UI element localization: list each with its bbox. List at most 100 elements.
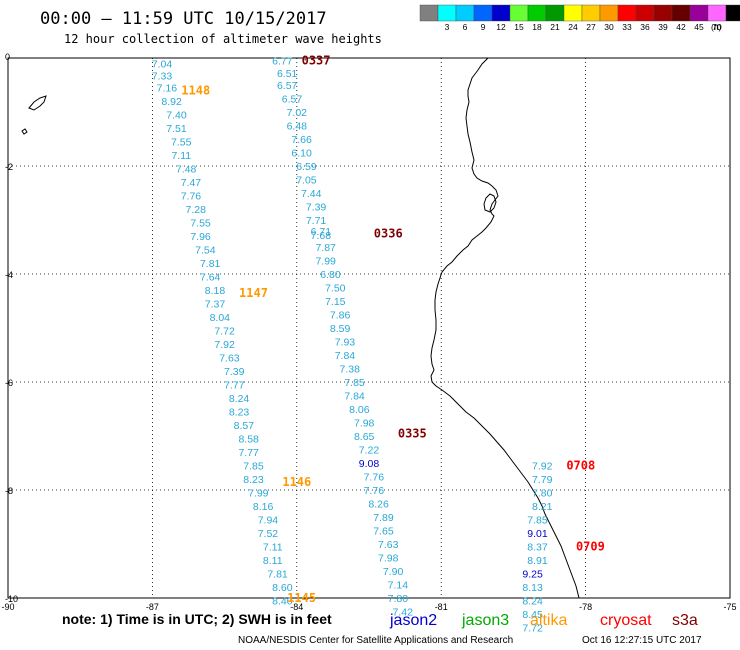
color-scale-label: 27 — [586, 22, 596, 32]
color-scale-swatch — [725, 4, 740, 22]
swh-value: 7.33 — [152, 70, 173, 82]
swh-value: 8.13 — [522, 582, 543, 594]
color-scale-label: 18 — [532, 22, 542, 32]
swh-value: 7.99 — [248, 488, 269, 500]
swh-value: 7.81 — [267, 569, 288, 581]
swh-value: 8.60 — [272, 582, 293, 594]
swh-value: 7.99 — [315, 256, 336, 268]
footer-note: note: 1) Time is in UTC; 2) SWH is in fe… — [62, 611, 332, 627]
swh-value: 8.26 — [368, 499, 389, 511]
color-scale-label: 36 — [640, 22, 650, 32]
swh-value: 7.71 — [306, 215, 327, 227]
swh-value: 9.01 — [527, 528, 548, 540]
color-scale-label: 42 — [676, 22, 686, 32]
color-scale-label: 15 — [514, 22, 524, 32]
color-scale-swatch — [545, 4, 565, 22]
swh-value: 7.42 — [392, 607, 413, 619]
swh-value: 7.77 — [238, 447, 259, 459]
pass-time-labels: 0337 0336 0335 1148 1147 1146 1145 0708 0709 — [181, 54, 605, 605]
swh-value: 7.64 — [200, 272, 221, 284]
swh-value: 8.57 — [234, 420, 255, 432]
swh-value: 7.39 — [224, 366, 245, 378]
color-scale-bar: 3 6 9 12 15 18 21 24 27 30 33 36 39 42 45 70 — [419, 4, 740, 32]
swh-value: 7.48 — [176, 164, 197, 176]
pass-time: 0337 — [302, 54, 331, 68]
color-scale-swatch — [689, 4, 709, 22]
swh-value: 7.39 — [306, 202, 327, 214]
swh-value: 8.37 — [527, 542, 548, 554]
swh-value: 7.51 — [166, 123, 187, 135]
swh-value: 7.92 — [532, 461, 553, 473]
color-scale-label: 12 — [496, 22, 506, 32]
lon-tick-label: -78 — [579, 602, 592, 612]
pass-time: 1148 — [181, 83, 210, 97]
swh-value: 7.16 — [157, 83, 178, 95]
swh-value: 7.87 — [315, 242, 336, 254]
swh-value: 8.23 — [243, 474, 264, 486]
map-subtitle: 12 hour collection of altimeter wave hei… — [64, 32, 382, 46]
swh-value: 6.57 — [277, 80, 298, 92]
swh-value: 7.38 — [340, 364, 361, 376]
swh-value: 8.06 — [349, 404, 370, 416]
swh-value: 7.79 — [532, 474, 553, 486]
color-scale-label: 21 — [550, 22, 560, 32]
swh-value: 7.15 — [325, 296, 346, 308]
swh-value: 7.85 — [527, 515, 548, 527]
swh-value: 8.23 — [229, 407, 250, 419]
swh-value: 8.16 — [253, 501, 274, 513]
swh-value: 7.98 — [354, 418, 375, 430]
color-scale-swatch — [419, 4, 439, 22]
swh-value: 6.80 — [320, 269, 341, 281]
color-scale-label: 70 — [712, 22, 722, 32]
color-scale-label: 30 — [604, 22, 614, 32]
color-scale-swatch — [563, 4, 583, 22]
swh-value: 6.59 — [296, 161, 317, 173]
color-scale-swatch — [617, 4, 637, 22]
lat-tick-label: 0 — [5, 52, 10, 62]
color-scale-swatch — [635, 4, 655, 22]
swh-value: 7.81 — [200, 258, 221, 270]
pass-time: 1147 — [239, 286, 268, 300]
swh-value: 6.77 — [272, 56, 293, 68]
swh-value: 7.76 — [364, 485, 385, 497]
lat-tick-label: -6 — [5, 378, 13, 388]
swh-value: 7.94 — [258, 515, 279, 527]
swh-value: 7.80 — [532, 488, 553, 500]
swh-value: 7.63 — [378, 539, 399, 551]
swh-value: 9.08 — [359, 458, 380, 470]
swh-value: 8.45 — [522, 609, 543, 621]
swh-value: 7.72 — [214, 326, 235, 338]
swh-value: 7.50 — [325, 283, 346, 295]
swh-value: 7.90 — [383, 566, 404, 578]
map-frame — [7, 57, 731, 599]
lat-tick-label: -8 — [5, 486, 13, 496]
swh-value: 8.21 — [532, 501, 553, 513]
swh-value: 7.92 — [214, 339, 235, 351]
swh-value: 7.84 — [335, 350, 356, 362]
legend-item-cryosat: cryosat — [600, 612, 652, 629]
lat-tick-label: -10 — [5, 594, 18, 604]
swh-value: 6.10 — [291, 148, 312, 160]
swh-value: 8.40 — [272, 596, 293, 608]
gulf-of-guayaquil-island — [483, 193, 497, 213]
swh-value: 7.40 — [166, 110, 187, 122]
swh-value: 7.65 — [373, 526, 394, 538]
swh-value: 8.59 — [330, 323, 351, 335]
swh-value: 7.72 — [522, 623, 543, 635]
lon-tick-label: -81 — [435, 602, 448, 612]
legend-item-altika: altika — [530, 612, 567, 629]
color-scale-swatch — [527, 4, 547, 22]
lon-tick-label: -87 — [146, 602, 159, 612]
swh-value: 8.92 — [161, 96, 182, 108]
galapagos-island-small — [21, 128, 28, 135]
coastline — [21, 57, 580, 599]
pass-time: 1145 — [287, 591, 316, 605]
pass-time: 0709 — [576, 540, 605, 554]
color-scale-swatch — [509, 4, 529, 22]
footer-credit: NOAA/NESDIS Center for Satellite Applica… — [238, 635, 513, 646]
swh-value: 7.68 — [311, 230, 332, 242]
axis-tick-labels: -90 -87 -84 -81 -78 -75 0 -2 -4 -6 -8 -10 — [1, 52, 736, 612]
swh-value: 7.86 — [330, 310, 351, 322]
swh-value: 7.89 — [373, 512, 394, 524]
swh-value: 7.85 — [243, 461, 264, 473]
